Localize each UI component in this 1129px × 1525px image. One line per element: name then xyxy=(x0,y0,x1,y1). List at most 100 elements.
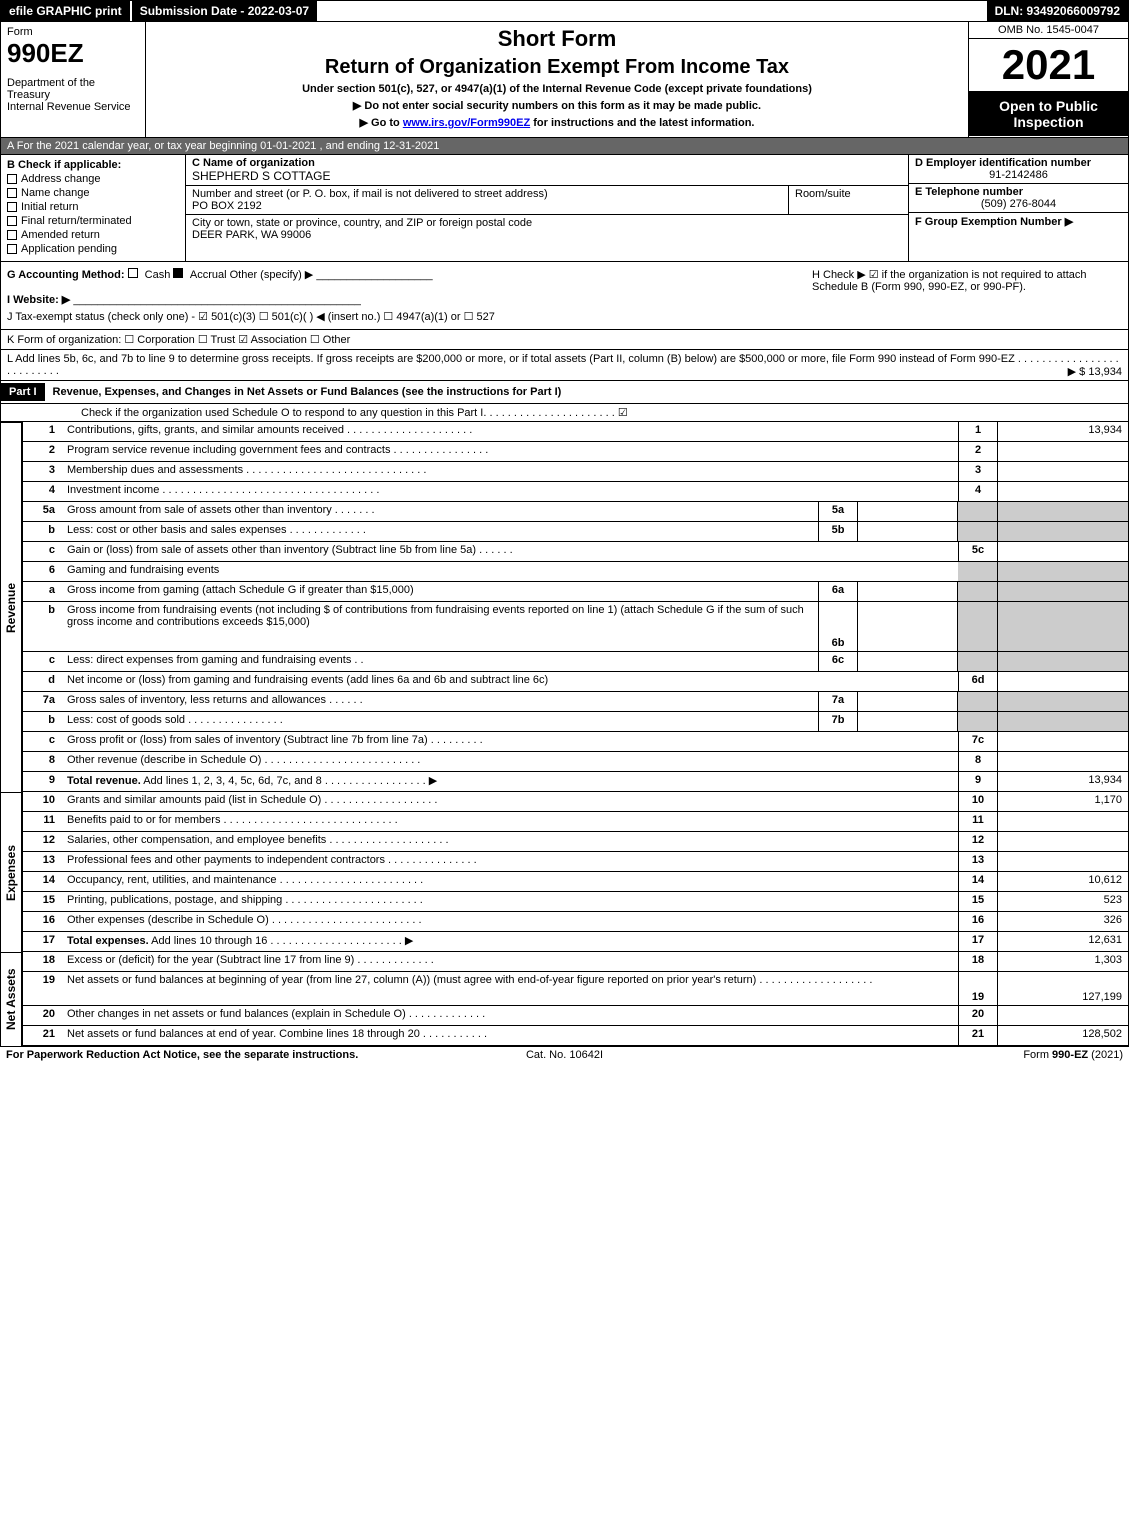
section-b-label: B Check if applicable: xyxy=(7,159,179,171)
tax-year: 2021 xyxy=(969,39,1128,92)
line-7c-desc: Gross profit or (loss) from sales of inv… xyxy=(63,732,958,751)
header-row: Form 990EZ Department of the Treasury In… xyxy=(0,22,1129,138)
section-b: B Check if applicable: Address change Na… xyxy=(1,155,186,261)
line-19-val: 127,199 xyxy=(998,972,1128,1005)
check-address-change[interactable]: Address change xyxy=(7,173,179,185)
title-box: Short Form Return of Organization Exempt… xyxy=(146,22,968,137)
line-3-desc: Membership dues and assessments . . . . … xyxy=(63,462,958,481)
section-k: K Form of organization: ☐ Corporation ☐ … xyxy=(0,330,1129,350)
under-section: Under section 501(c), 527, or 4947(a)(1)… xyxy=(154,83,960,95)
line-5c-desc: Gain or (loss) from sale of assets other… xyxy=(63,542,958,561)
section-g: G Accounting Method: Cash Accrual Other … xyxy=(7,268,802,281)
top-bar: efile GRAPHIC print Submission Date - 20… xyxy=(0,0,1129,22)
return-title: Return of Organization Exempt From Incom… xyxy=(154,56,960,79)
submission-date: Submission Date - 2022-03-07 xyxy=(130,1,319,21)
do-not-enter: ▶ Do not enter social security numbers o… xyxy=(154,99,960,112)
form-label: Form xyxy=(7,26,139,38)
info-row: B Check if applicable: Address change Na… xyxy=(0,155,1129,262)
line-16-val: 326 xyxy=(998,912,1128,931)
dept-label: Department of the Treasury Internal Reve… xyxy=(7,77,139,113)
section-j: J Tax-exempt status (check only one) - ☑… xyxy=(7,310,802,323)
goto-link[interactable]: ▶ Go to www.irs.gov/Form990EZ for instru… xyxy=(154,116,960,129)
room-suite-label: Room/suite xyxy=(788,186,908,215)
footer: For Paperwork Reduction Act Notice, see … xyxy=(0,1046,1129,1063)
revenue-label: Revenue xyxy=(0,422,22,792)
right-info: D Employer identification number 91-2142… xyxy=(908,155,1128,261)
open-public-label: Open to Public Inspection xyxy=(969,92,1128,136)
check-amended-return[interactable]: Amended return xyxy=(7,229,179,241)
line-16-desc: Other expenses (describe in Schedule O) … xyxy=(63,912,958,931)
section-f-label: F Group Exemption Number ▶ xyxy=(915,215,1122,228)
check-application-pending[interactable]: Application pending xyxy=(7,243,179,255)
g-h-i-row: G Accounting Method: Cash Accrual Other … xyxy=(0,262,1129,330)
line-4-desc: Investment income . . . . . . . . . . . … xyxy=(63,482,958,501)
city-value: DEER PARK, WA 99006 xyxy=(192,229,902,241)
line-6c-desc: Less: direct expenses from gaming and fu… xyxy=(63,652,818,671)
line-11-desc: Benefits paid to or for members . . . . … xyxy=(63,812,958,831)
omb-number: OMB No. 1545-0047 xyxy=(969,22,1128,39)
addr-value: PO BOX 2192 xyxy=(192,200,782,212)
ein-value: 91-2142486 xyxy=(915,169,1122,181)
section-i: I Website: ▶ ___________________________… xyxy=(7,293,802,306)
form-number: 990EZ xyxy=(7,38,139,69)
line-15-desc: Printing, publications, postage, and shi… xyxy=(63,892,958,911)
org-name: SHEPHERD S COTTAGE xyxy=(192,169,902,183)
line-5a-desc: Gross amount from sale of assets other t… xyxy=(63,502,818,521)
line-2-desc: Program service revenue including govern… xyxy=(63,442,958,461)
line-7a-desc: Gross sales of inventory, less returns a… xyxy=(63,692,818,711)
line-6a-desc: Gross income from gaming (attach Schedul… xyxy=(63,582,818,601)
dln-number: DLN: 93492066009792 xyxy=(987,1,1128,21)
line-17-desc: Total expenses. Add lines 10 through 16 … xyxy=(63,932,958,951)
section-l: L Add lines 5b, 6c, and 7b to line 9 to … xyxy=(0,350,1129,381)
line-21-val: 128,502 xyxy=(998,1026,1128,1045)
section-c: C Name of organization SHEPHERD S COTTAG… xyxy=(186,155,908,261)
line-13-desc: Professional fees and other payments to … xyxy=(63,852,958,871)
line-15-val: 523 xyxy=(998,892,1128,911)
line-6-desc: Gaming and fundraising events xyxy=(63,562,958,581)
check-name-change[interactable]: Name change xyxy=(7,187,179,199)
line-1-desc: Contributions, gifts, grants, and simila… xyxy=(63,422,958,441)
section-d-label: D Employer identification number xyxy=(915,157,1122,169)
line-14-val: 10,612 xyxy=(998,872,1128,891)
check-initial-return[interactable]: Initial return xyxy=(7,201,179,213)
line-6d-desc: Net income or (loss) from gaming and fun… xyxy=(63,672,958,691)
city-label: City or town, state or province, country… xyxy=(192,217,902,229)
line-8-desc: Other revenue (describe in Schedule O) .… xyxy=(63,752,958,771)
expenses-section: Expenses 10Grants and similar amounts pa… xyxy=(0,792,1129,952)
line-6b-desc: Gross income from fundraising events (no… xyxy=(63,602,818,651)
footer-left: For Paperwork Reduction Act Notice, see … xyxy=(6,1049,378,1061)
form-box: Form 990EZ Department of the Treasury In… xyxy=(1,22,146,137)
footer-center: Cat. No. 10642I xyxy=(378,1049,750,1061)
addr-label: Number and street (or P. O. box, if mail… xyxy=(192,188,782,200)
line-5b-desc: Less: cost or other basis and sales expe… xyxy=(63,522,818,541)
netassets-label: Net Assets xyxy=(0,952,22,1046)
line-10-val: 1,170 xyxy=(998,792,1128,811)
phone-value: (509) 276-8044 xyxy=(915,198,1122,210)
section-h: H Check ▶ ☑ if the organization is not r… xyxy=(802,268,1122,323)
line-14-desc: Occupancy, rent, utilities, and maintena… xyxy=(63,872,958,891)
revenue-section: Revenue 1Contributions, gifts, grants, a… xyxy=(0,422,1129,792)
section-c-label: C Name of organization xyxy=(192,157,902,169)
short-form-title: Short Form xyxy=(154,26,960,52)
line-18-desc: Excess or (deficit) for the year (Subtra… xyxy=(63,952,958,971)
check-final-return[interactable]: Final return/terminated xyxy=(7,215,179,227)
line-17-val: 12,631 xyxy=(998,932,1128,951)
footer-right: Form 990-EZ (2021) xyxy=(751,1049,1123,1061)
efile-label[interactable]: efile GRAPHIC print xyxy=(1,1,130,21)
section-a: A For the 2021 calendar year, or tax yea… xyxy=(0,138,1129,155)
line-18-val: 1,303 xyxy=(998,952,1128,971)
part1-check: Check if the organization used Schedule … xyxy=(0,404,1129,422)
netassets-section: Net Assets 18Excess or (deficit) for the… xyxy=(0,952,1129,1046)
line-9-val: 13,934 xyxy=(998,772,1128,791)
line-1-val: 13,934 xyxy=(998,422,1128,441)
line-19-desc: Net assets or fund balances at beginning… xyxy=(63,972,958,1005)
right-box: OMB No. 1545-0047 2021 Open to Public In… xyxy=(968,22,1128,137)
line-9-desc: Total revenue. Add lines 1, 2, 3, 4, 5c,… xyxy=(63,772,958,791)
line-21-desc: Net assets or fund balances at end of ye… xyxy=(63,1026,958,1045)
line-7b-desc: Less: cost of goods sold . . . . . . . .… xyxy=(63,712,818,731)
line-12-desc: Salaries, other compensation, and employ… xyxy=(63,832,958,851)
section-e-label: E Telephone number xyxy=(915,186,1122,198)
expenses-label: Expenses xyxy=(0,792,22,952)
line-10-desc: Grants and similar amounts paid (list in… xyxy=(63,792,958,811)
part1-header: Part I Revenue, Expenses, and Changes in… xyxy=(0,381,1129,404)
